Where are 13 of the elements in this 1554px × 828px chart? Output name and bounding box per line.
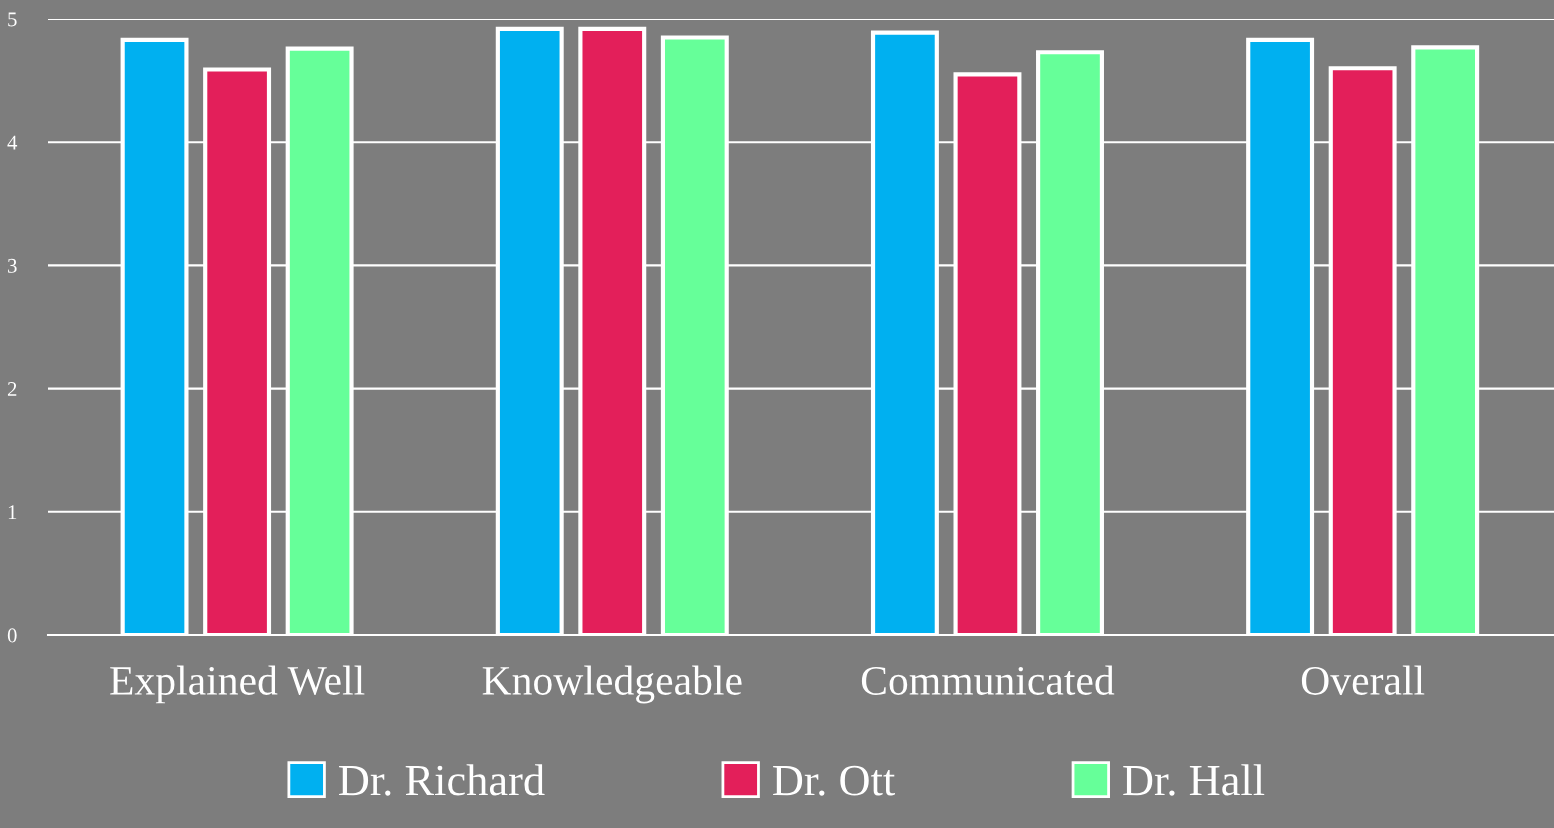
y-tick-label: 5 — [8, 12, 17, 27]
y-tick-label: 3 — [8, 258, 17, 273]
legend-label: Dr. Hall — [1123, 764, 1265, 796]
y-tick-label: 0 — [7, 628, 17, 643]
legend-label: Dr. Richard — [339, 764, 545, 796]
legend-label: Dr. Ott — [773, 765, 896, 796]
y-tick-label: 4 — [7, 135, 18, 150]
y-tick-label: 2 — [7, 382, 17, 396]
x-tick-label: Knowledgeable — [482, 665, 742, 704]
y-tick-label: 1 — [8, 505, 17, 520]
x-tick-label: Overall — [1301, 665, 1425, 695]
x-tick-label: Communicated — [861, 665, 1115, 695]
x-tick-label: Explained Well — [110, 665, 365, 704]
